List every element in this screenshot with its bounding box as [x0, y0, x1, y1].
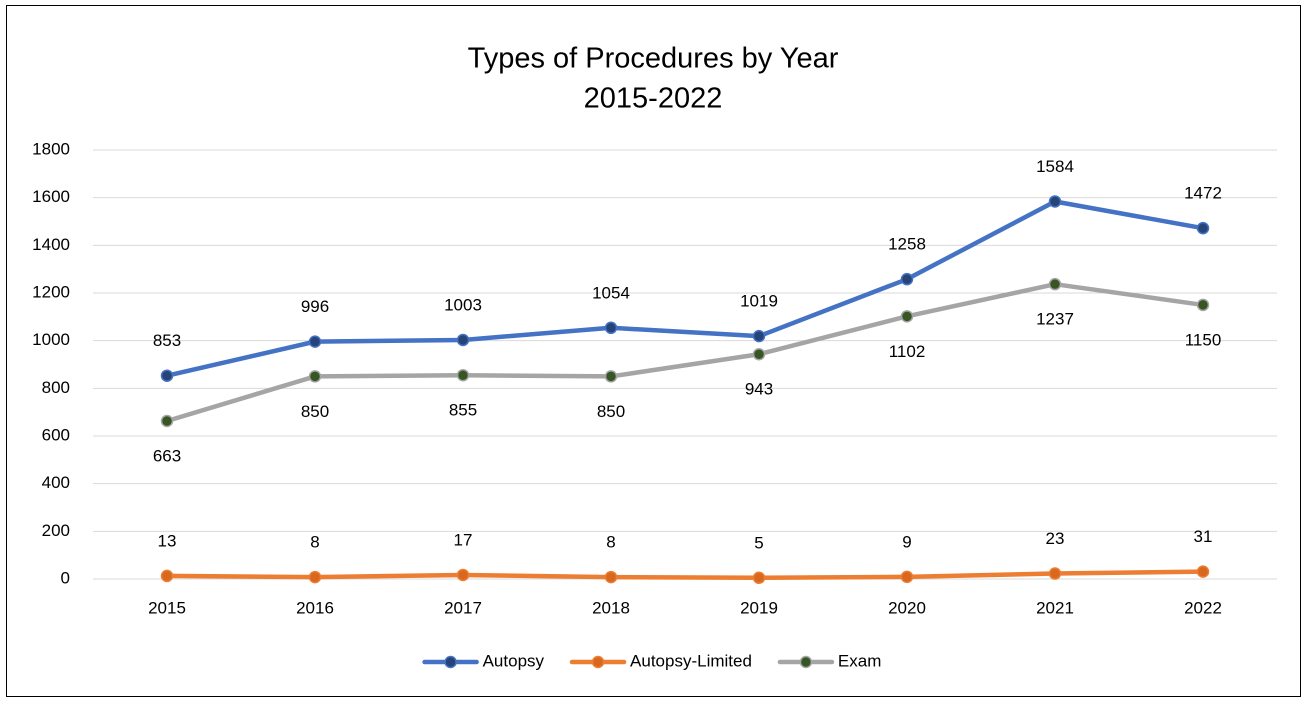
series-marker [160, 569, 174, 583]
x-tick-label: 2020 [888, 598, 926, 617]
legend-label: Autopsy-Limited [630, 651, 752, 670]
data-label: 5 [754, 533, 763, 552]
data-label: 1003 [444, 295, 482, 314]
series-marker [308, 370, 322, 383]
data-label: 1102 [889, 342, 926, 361]
data-label: 9 [902, 532, 911, 551]
x-tick-label: 2016 [296, 598, 334, 617]
x-tick-label: 2017 [444, 598, 482, 617]
data-label: 855 [449, 401, 477, 420]
legend-marker [591, 655, 605, 669]
series-marker [752, 348, 766, 361]
legend-label: Exam [838, 651, 881, 670]
y-tick-label: 1800 [32, 139, 70, 158]
x-tick-label: 2022 [1184, 598, 1222, 617]
series-marker [456, 368, 470, 382]
data-label: 1472 [1184, 184, 1222, 203]
y-tick-label: 1000 [32, 330, 70, 349]
legend-marker [444, 655, 457, 669]
y-tick-label: 1200 [32, 282, 70, 301]
data-label: 17 [454, 530, 473, 549]
chart-title: Types of Procedures by Year [468, 43, 839, 75]
data-label: 1258 [888, 235, 926, 254]
series-marker [1196, 565, 1210, 578]
x-tick-label: 2019 [740, 598, 778, 617]
data-label: 8 [606, 533, 615, 552]
y-tick-label: 800 [42, 378, 70, 397]
series-marker [160, 414, 174, 428]
data-label: 850 [597, 402, 625, 421]
y-tick-label: 200 [42, 521, 70, 540]
series-marker [1048, 567, 1062, 580]
x-tick-label: 2021 [1036, 598, 1074, 617]
data-label: 853 [153, 331, 181, 350]
data-label: 13 [158, 531, 177, 550]
y-tick-label: 400 [42, 473, 70, 492]
series-marker [604, 370, 618, 383]
data-label: 23 [1046, 529, 1065, 548]
series-line [164, 199, 1206, 378]
data-label: 943 [745, 380, 773, 399]
series-marker [900, 570, 914, 584]
legend-label: Autopsy [483, 651, 545, 670]
data-label: 996 [301, 297, 329, 316]
legend-marker [799, 655, 813, 669]
series-line [164, 281, 1206, 424]
chart-subtitle: 2015-2022 [584, 83, 723, 115]
data-label: 1150 [1185, 330, 1222, 349]
y-tick-label: 0 [61, 568, 70, 587]
series-marker [308, 570, 322, 584]
series-marker [308, 335, 322, 348]
data-label: 1584 [1036, 157, 1074, 176]
series-marker [752, 571, 766, 585]
chart-border [6, 5, 1301, 697]
series-marker [456, 568, 470, 582]
series-marker [1196, 221, 1210, 235]
series-marker [1196, 298, 1210, 312]
series-marker [604, 570, 618, 584]
series-marker [1048, 195, 1062, 208]
y-tick-label: 1400 [32, 235, 70, 254]
series-marker [900, 310, 914, 323]
series-marker [456, 333, 470, 347]
data-label: 1019 [740, 292, 778, 311]
data-label: 1237 [1036, 310, 1074, 329]
series-marker [900, 272, 914, 286]
data-label: 31 [1194, 527, 1213, 546]
series-marker [752, 329, 766, 343]
y-tick-label: 1600 [32, 187, 70, 206]
data-label: 8 [310, 533, 319, 552]
series-marker [1048, 277, 1062, 291]
x-tick-label: 2015 [148, 598, 186, 617]
data-label: 1054 [592, 283, 630, 302]
data-label: 850 [301, 402, 329, 421]
x-tick-label: 2018 [592, 598, 630, 617]
series-marker [604, 321, 618, 335]
data-label: 663 [153, 446, 181, 465]
y-tick-label: 600 [42, 425, 70, 444]
series-marker [160, 369, 174, 382]
series-line [164, 569, 1206, 581]
